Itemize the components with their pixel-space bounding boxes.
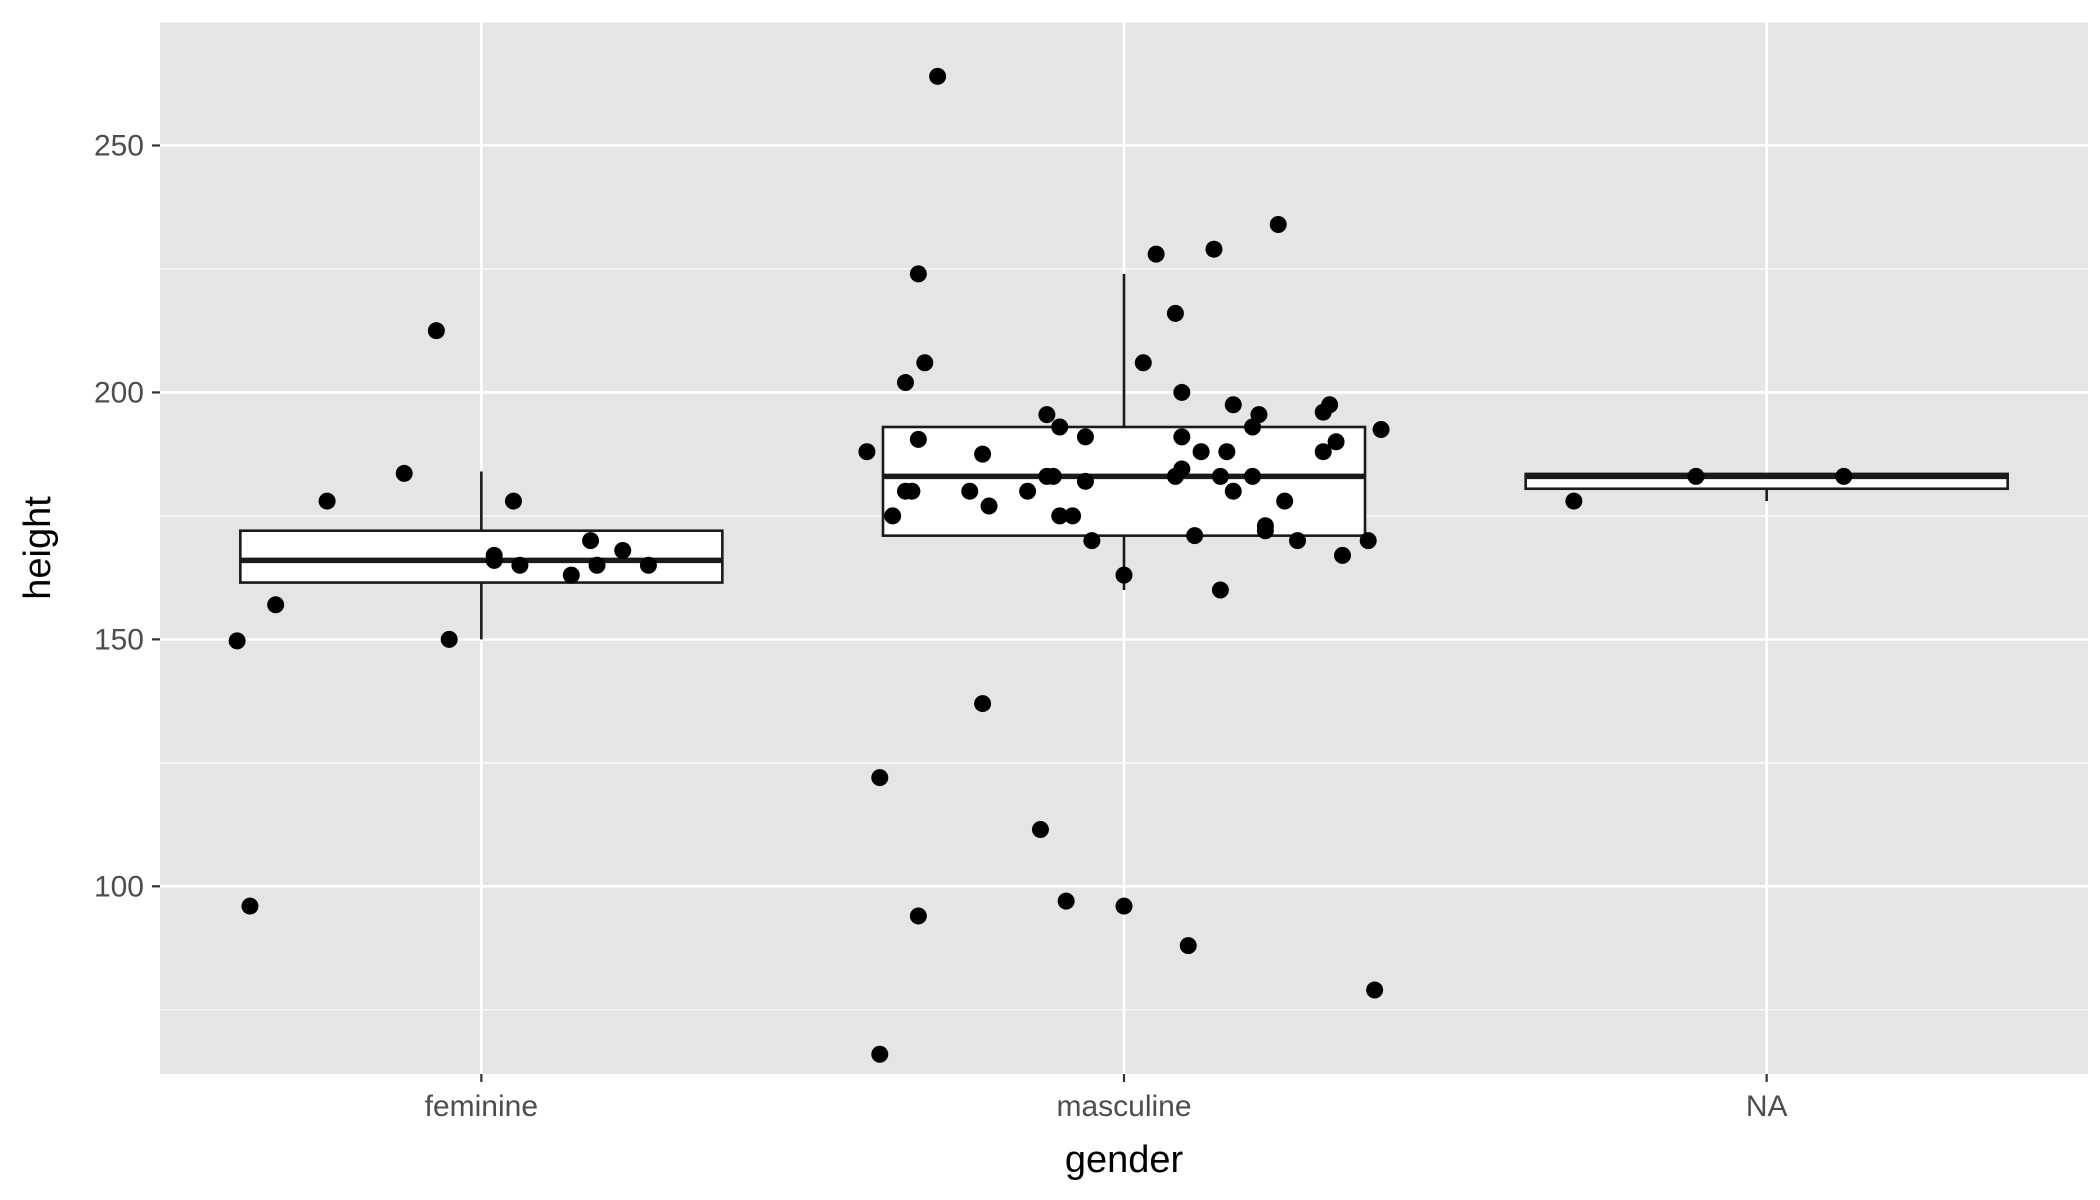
box-masculine [881, 273, 1367, 590]
box-na [1524, 472, 2009, 502]
data-point [1076, 428, 1094, 446]
data-point [1314, 443, 1332, 461]
data-point [1038, 406, 1056, 424]
data-point [1250, 406, 1268, 424]
data-point [1179, 937, 1197, 955]
data-point [485, 546, 503, 564]
boxes-layer [239, 273, 2009, 640]
data-point [511, 556, 529, 574]
data-point [1269, 215, 1287, 233]
data-point [909, 907, 927, 925]
data-point [228, 632, 246, 650]
data-point [1256, 517, 1274, 535]
data-point [1359, 532, 1377, 550]
data-point [929, 67, 947, 85]
y-axis: 100 150 200 250 [94, 129, 160, 903]
data-point [582, 532, 600, 550]
data-point [1192, 443, 1210, 461]
data-point [896, 374, 914, 392]
data-point [909, 265, 927, 283]
points-layer [228, 67, 1853, 1063]
data-point [974, 445, 992, 463]
data-point [1076, 472, 1094, 490]
data-point [1147, 245, 1165, 263]
data-point [1019, 482, 1037, 500]
data-point [1051, 507, 1069, 525]
data-point [1115, 897, 1133, 915]
data-point [614, 541, 632, 559]
data-point [1064, 507, 1082, 525]
data-point [1173, 460, 1191, 478]
data-point [1687, 467, 1705, 485]
data-point [1134, 354, 1152, 372]
data-point [1173, 428, 1191, 446]
data-point [639, 556, 657, 574]
data-point [903, 482, 921, 500]
x-tick-label: NA [1746, 1090, 1788, 1123]
y-tick-label: 100 [94, 870, 144, 903]
data-point [1044, 467, 1062, 485]
data-point [588, 556, 606, 574]
x-axis: feminine masculine NA [425, 1074, 1788, 1123]
data-point [562, 566, 580, 584]
data-point [1321, 396, 1339, 414]
data-point [1205, 240, 1223, 258]
data-point [267, 596, 285, 614]
data-point [884, 507, 902, 525]
data-point [1115, 566, 1133, 584]
data-point [961, 482, 979, 500]
data-point [1276, 492, 1294, 510]
y-axis-title: height [17, 496, 59, 600]
data-point [1835, 467, 1853, 485]
data-point [427, 322, 445, 340]
data-point [1366, 981, 1384, 999]
data-point [1166, 304, 1184, 322]
data-point [974, 695, 992, 713]
x-tick-label: masculine [1056, 1090, 1191, 1123]
data-point [1211, 581, 1229, 599]
data-point [1083, 532, 1101, 550]
y-tick-label: 200 [94, 376, 144, 409]
y-tick-label: 250 [94, 129, 144, 162]
data-point [1289, 532, 1307, 550]
data-point [440, 630, 458, 648]
box-iqr [881, 425, 1367, 537]
data-point [1051, 418, 1069, 436]
x-axis-title: gender [1065, 1139, 1184, 1181]
data-point [1565, 492, 1583, 510]
data-point [1224, 396, 1242, 414]
data-point [909, 430, 927, 448]
data-point [858, 443, 876, 461]
x-tick-label: feminine [425, 1090, 538, 1123]
data-point [916, 354, 934, 372]
data-point [241, 897, 259, 915]
data-point [1211, 467, 1229, 485]
data-point [1218, 443, 1236, 461]
data-point [1244, 467, 1262, 485]
data-point [1057, 892, 1075, 910]
data-point [1224, 482, 1242, 500]
data-point [1372, 420, 1390, 438]
data-point [395, 464, 413, 482]
box-iqr [239, 529, 724, 584]
data-point [871, 1045, 889, 1063]
data-point [1031, 821, 1049, 839]
data-point [1173, 383, 1191, 401]
data-point [980, 497, 998, 515]
data-point [504, 492, 522, 510]
data-point [1186, 527, 1204, 545]
data-point [1327, 433, 1345, 451]
y-tick-label: 150 [94, 623, 144, 656]
data-point [871, 769, 889, 787]
box-feminine [239, 471, 724, 640]
data-point [318, 492, 336, 510]
data-point [1334, 546, 1352, 564]
